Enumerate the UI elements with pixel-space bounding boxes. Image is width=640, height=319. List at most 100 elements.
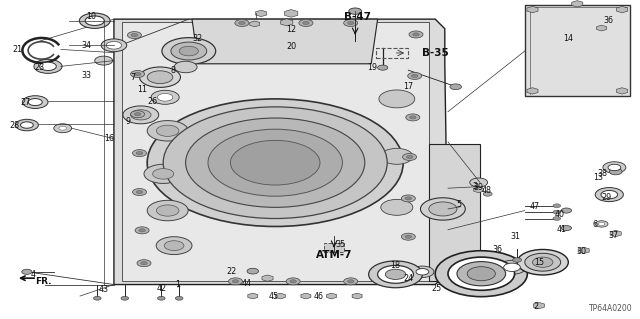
Circle shape [147,200,188,221]
Circle shape [247,268,259,274]
Circle shape [22,96,48,108]
Text: 3: 3 [472,182,477,191]
Text: 27: 27 [20,98,31,107]
Circle shape [131,110,151,120]
Circle shape [553,210,561,214]
Text: 44: 44 [241,279,252,288]
Circle shape [290,280,296,283]
Polygon shape [616,88,628,94]
Circle shape [412,74,418,78]
Polygon shape [572,1,583,7]
Text: 16: 16 [104,134,114,143]
Circle shape [162,38,216,64]
Text: FR.: FR. [35,277,52,286]
Text: 22: 22 [227,267,237,276]
Circle shape [59,126,67,130]
Text: 36: 36 [493,245,503,254]
Circle shape [156,237,192,255]
Text: 8: 8 [170,66,175,75]
Circle shape [139,229,145,232]
Text: 28: 28 [9,121,19,130]
Text: 23: 23 [35,63,45,72]
Circle shape [141,262,147,265]
Text: 31: 31 [510,232,520,241]
Circle shape [448,257,515,290]
Circle shape [22,269,32,274]
Circle shape [420,198,465,220]
Circle shape [186,118,365,207]
Circle shape [483,192,492,196]
Text: 34: 34 [81,41,92,50]
Circle shape [429,202,457,216]
Text: 11: 11 [137,85,147,94]
Circle shape [136,190,143,194]
Circle shape [381,199,413,215]
Circle shape [299,19,313,26]
Circle shape [132,150,147,157]
Circle shape [409,31,423,38]
Circle shape [156,205,179,216]
Circle shape [106,41,122,49]
Circle shape [410,116,416,119]
Text: 14: 14 [563,34,573,43]
Circle shape [513,258,522,262]
Polygon shape [122,22,429,281]
Circle shape [40,62,56,70]
Text: 48: 48 [481,186,492,195]
Circle shape [344,278,358,285]
Circle shape [157,296,165,300]
Text: 43: 43 [99,285,109,294]
Circle shape [435,251,527,297]
Circle shape [239,21,245,25]
Text: 38: 38 [598,169,608,178]
Polygon shape [285,10,298,17]
Circle shape [498,260,526,274]
Circle shape [232,280,239,283]
Circle shape [406,155,413,159]
Polygon shape [248,293,258,299]
Circle shape [34,59,62,73]
Circle shape [286,278,300,285]
Text: 12: 12 [286,25,296,34]
Polygon shape [114,19,448,285]
Circle shape [561,226,572,231]
Circle shape [85,16,104,26]
Polygon shape [352,293,362,299]
Circle shape [157,93,173,101]
Circle shape [179,46,198,56]
Circle shape [405,197,412,200]
Circle shape [553,204,561,208]
Circle shape [20,122,33,128]
Text: 25: 25 [431,284,442,293]
Polygon shape [533,302,545,309]
Text: ATM-7: ATM-7 [316,249,353,260]
Circle shape [163,107,387,219]
Polygon shape [326,293,337,299]
Circle shape [401,195,415,202]
Circle shape [228,278,243,285]
Circle shape [378,65,388,70]
Circle shape [93,296,101,300]
Circle shape [609,168,622,175]
Text: 13: 13 [593,173,604,182]
Circle shape [208,129,342,196]
Circle shape [95,56,113,65]
Circle shape [151,90,179,104]
Circle shape [403,153,417,160]
Text: 7: 7 [131,73,136,82]
Polygon shape [255,10,267,17]
Circle shape [134,113,141,116]
Text: TP64A0200: TP64A0200 [589,304,632,313]
Circle shape [401,233,415,240]
Text: 20: 20 [286,42,296,51]
Polygon shape [301,293,311,299]
Polygon shape [525,5,630,96]
Circle shape [135,227,149,234]
Text: 33: 33 [81,71,92,80]
Polygon shape [527,88,538,94]
Circle shape [121,296,129,300]
Polygon shape [280,19,293,26]
Polygon shape [596,25,607,31]
Circle shape [601,190,618,199]
Circle shape [348,21,354,25]
